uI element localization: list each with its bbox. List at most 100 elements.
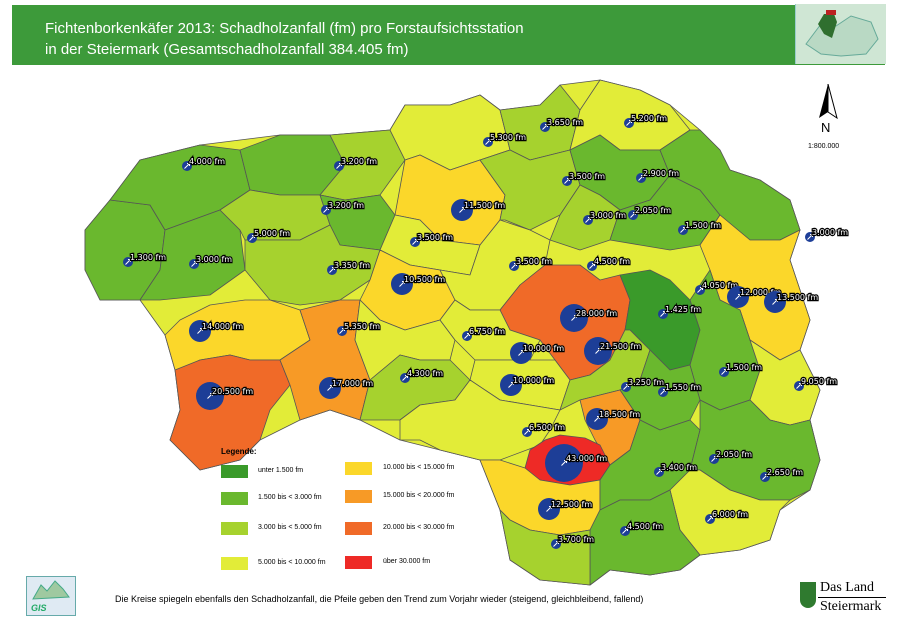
legend-swatch <box>345 490 372 503</box>
station-label: 18.500 fm <box>599 410 640 419</box>
trend-arrow-icon <box>589 263 595 269</box>
station-label: 5.350 fm <box>344 322 380 331</box>
legend-label: 15.000 bis < 20.000 fm <box>383 492 455 499</box>
legend-label: 20.000 bis < 30.000 fm <box>383 524 455 531</box>
station-label: 3.650 fm <box>547 118 583 127</box>
station-label: 4.300 fm <box>407 369 443 378</box>
legend-swatch <box>221 465 248 478</box>
trend-arrow-icon <box>399 281 405 287</box>
trend-arrow-icon <box>207 393 213 399</box>
trend-arrow-icon <box>711 456 717 462</box>
station-label: 3.250 fm <box>628 378 664 387</box>
legend-label: über 30.000 fm <box>383 558 431 565</box>
trend-arrow-icon <box>553 541 559 547</box>
trend-arrow-icon <box>772 299 778 305</box>
trend-arrow-icon <box>660 311 666 317</box>
station-label: 1.425 fm <box>665 305 701 314</box>
trend-arrow-icon <box>197 328 203 334</box>
station-label: 11.500 fm <box>464 201 505 210</box>
gis-logo-icon <box>32 580 70 600</box>
trend-arrow-icon <box>249 235 255 241</box>
station-label: 17.000 fm <box>332 379 373 388</box>
trend-arrow-icon <box>623 384 629 390</box>
station-label: 5.300 fm <box>490 133 526 142</box>
trend-arrow-icon <box>412 239 418 245</box>
station-label: 3.400 fm <box>661 463 697 472</box>
legend-swatch <box>345 556 372 569</box>
region-south-green-4 <box>499 509 591 586</box>
trend-arrow-icon <box>464 333 470 339</box>
station-label: 13.500 fm <box>777 293 818 302</box>
station-label: 3.000 fm <box>590 211 626 220</box>
trend-arrow-icon <box>327 385 333 391</box>
trend-arrow-icon <box>762 474 768 480</box>
station-label: 28.000 fm <box>576 309 617 318</box>
station-label: 20.500 fm <box>212 387 253 396</box>
station-label: 2.650 fm <box>767 468 803 477</box>
trend-arrow-icon <box>594 416 600 422</box>
station-label: 6.000 fm <box>712 510 748 519</box>
trend-arrow-icon <box>656 469 662 475</box>
station-label: 12.000 fm <box>740 288 781 297</box>
station-label: 4.500 fm <box>594 257 630 266</box>
trend-arrow-icon <box>660 389 666 395</box>
legend-swatch <box>221 557 248 570</box>
trend-arrow-icon <box>680 227 686 233</box>
legend-label: 5.000 bis < 10.000 fm <box>258 559 326 566</box>
trend-arrow-icon <box>323 207 329 213</box>
panther-crest-icon <box>800 582 816 608</box>
station-label: 12.500 fm <box>551 500 592 509</box>
station-label: 2.050 fm <box>635 206 671 215</box>
station-label: 5.200 fm <box>631 114 667 123</box>
trend-arrow-icon <box>336 163 342 169</box>
trend-arrow-icon <box>485 139 491 145</box>
trend-arrow-icon <box>595 348 601 354</box>
station-label: 4.500 fm <box>627 522 663 531</box>
trend-arrow-icon <box>721 369 727 375</box>
trend-arrow-icon <box>546 506 552 512</box>
station-label: 43.000 fm <box>566 454 607 463</box>
legend-swatch <box>221 492 248 505</box>
trend-arrow-icon <box>524 429 530 435</box>
station-label: 3.700 fm <box>558 535 594 544</box>
trend-arrow-icon <box>339 328 345 334</box>
trend-arrow-icon <box>329 267 335 273</box>
scale-label: 1:800.000 <box>808 143 840 150</box>
inset-map-icon <box>805 10 879 57</box>
trend-arrow-icon <box>402 375 408 381</box>
land-logo-divider <box>818 597 886 598</box>
trend-arrow-icon <box>184 163 190 169</box>
station-label: 3.350 fm <box>334 261 370 270</box>
station-label: 3.200 fm <box>341 157 377 166</box>
legend-label: 1.500 bis < 3.000 fm <box>258 494 322 501</box>
station-label: 3.000 fm <box>812 228 848 237</box>
station-label: 1.500 fm <box>726 363 762 372</box>
legend-label: 10.000 bis < 15.000 fm <box>383 464 455 471</box>
trend-arrow-icon <box>564 178 570 184</box>
map-title-line1: Fichtenborkenkäfer 2013: Schadholzanfall… <box>45 20 524 37</box>
station-label: 3.500 fm <box>417 233 453 242</box>
trend-arrow-icon <box>191 261 197 267</box>
trend-arrow-icon <box>622 528 628 534</box>
legend-label: unter 1.500 fm <box>258 467 304 474</box>
title-bar: Fichtenborkenkäfer 2013: Schadholzanfall… <box>12 5 885 65</box>
station-label: 3.500 fm <box>569 172 605 181</box>
trend-arrow-icon <box>571 315 577 321</box>
station-label: 10.000 fm <box>513 376 554 385</box>
north-label: N <box>821 120 831 135</box>
legend-swatch <box>345 462 372 475</box>
station-label: 3.000 fm <box>196 255 232 264</box>
land-steiermark-logo: Das Land Steiermark <box>798 578 888 620</box>
station-label: 21.500 fm <box>600 342 641 351</box>
station-label: 10.000 fm <box>523 344 564 353</box>
gis-logo-text: GIS <box>31 603 47 613</box>
trend-arrow-icon <box>459 207 465 213</box>
station-label: 10.500 fm <box>404 275 445 284</box>
trend-arrow-icon <box>707 516 713 522</box>
trend-arrow-icon <box>796 383 802 389</box>
gis-logo: GIS <box>26 576 76 616</box>
station-label: 9.050 fm <box>801 377 837 386</box>
station-label: 1.500 fm <box>685 221 721 230</box>
